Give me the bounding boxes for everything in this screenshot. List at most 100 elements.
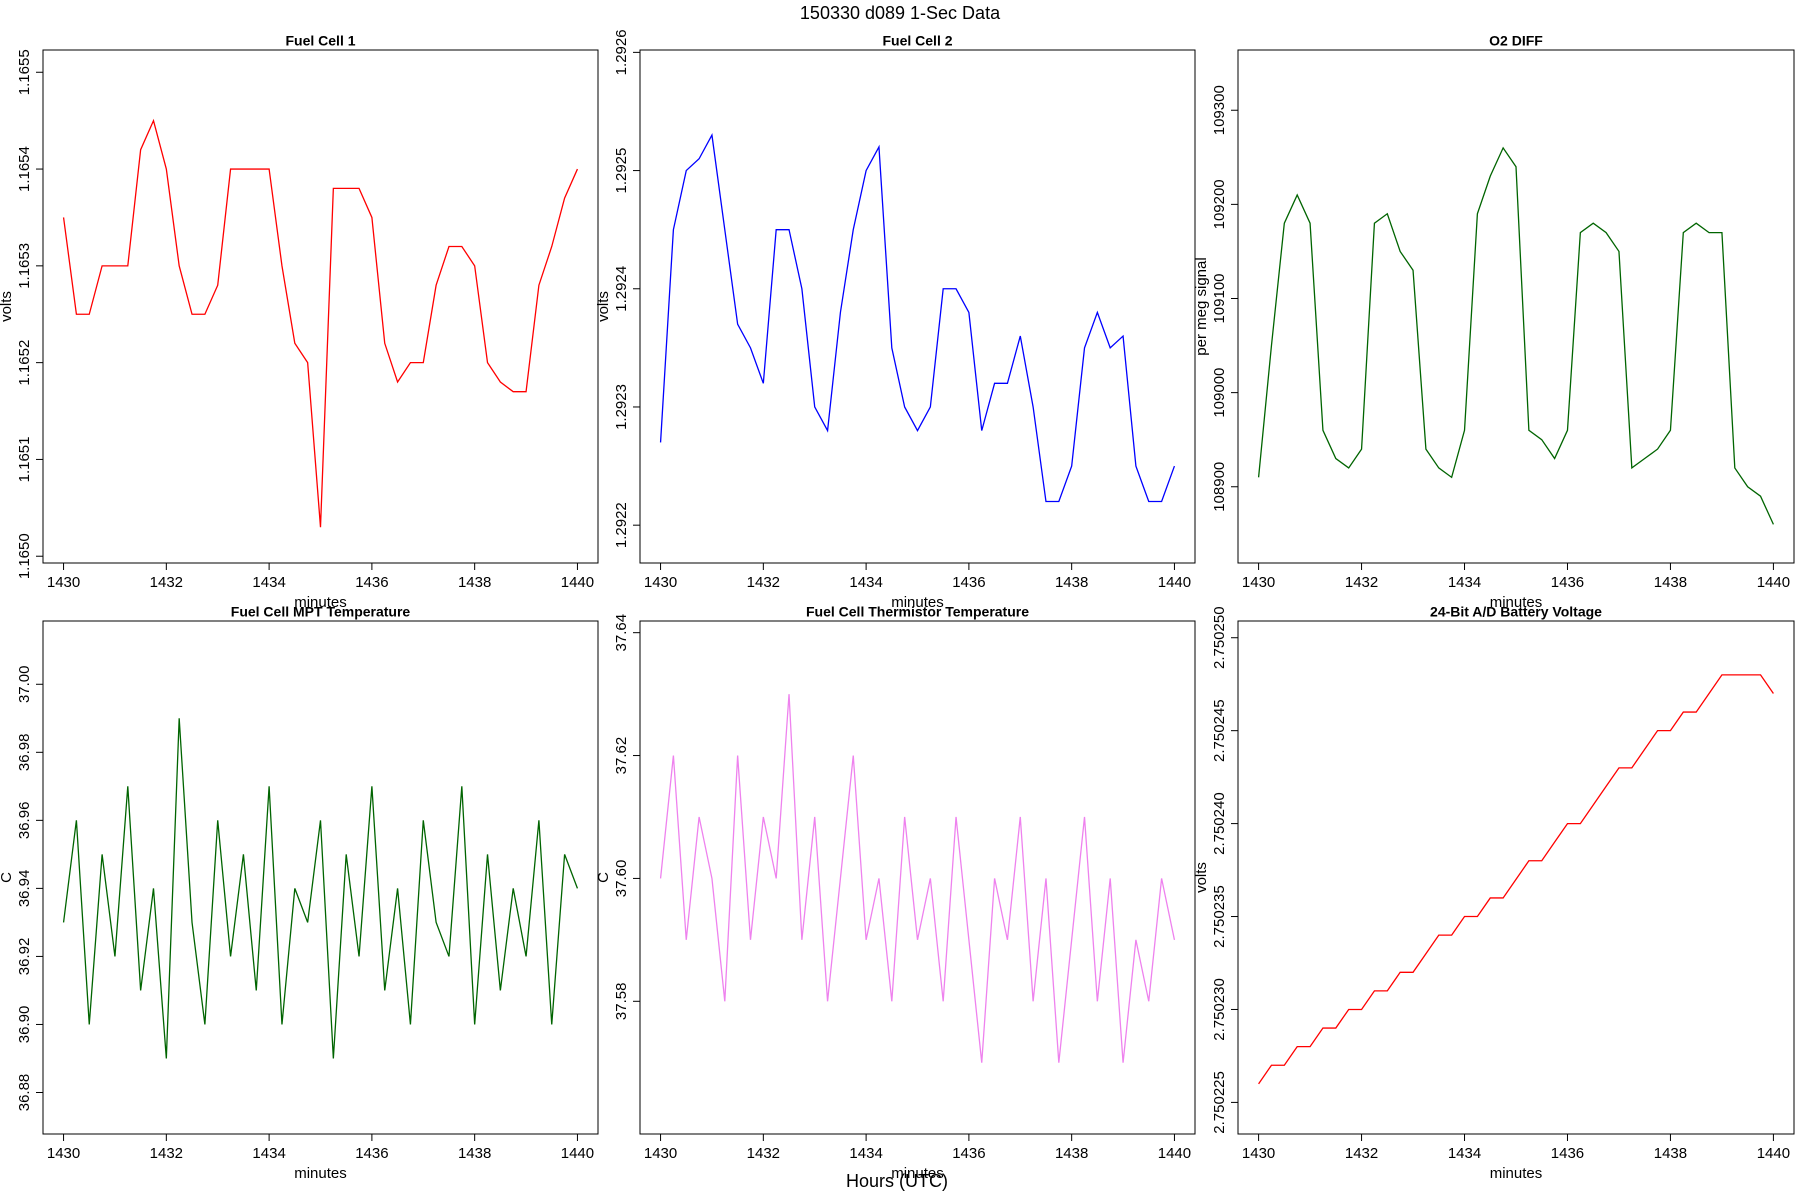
panel: Fuel Cell MPT Temperature 1430 1432 1434 143… [0, 604, 599, 1182]
y-tick-label: 109100 [1211, 273, 1228, 323]
y-tick-label: 36.90 [16, 1006, 33, 1044]
y-tick-label: 1.1653 [16, 243, 33, 289]
x-axis-label: minutes [1490, 594, 1543, 611]
panel-title: O2 DIFF [1489, 33, 1543, 49]
y-tick-label: 37.62 [613, 737, 630, 775]
y-tick-label: 108900 [1211, 462, 1228, 512]
x-tick-label: 1430 [47, 574, 80, 591]
y-axis-label: volts [0, 291, 15, 322]
y-tick-label: 1.1651 [16, 436, 33, 482]
y-tick-label: 1.2922 [613, 502, 630, 548]
x-tick-label: 1432 [747, 1145, 780, 1162]
x-tick-label: 1436 [952, 574, 985, 591]
x-tick-label: 1434 [849, 1145, 882, 1162]
panel-title: Fuel Cell MPT Temperature [231, 604, 411, 620]
x-tick-label: 1432 [1345, 574, 1378, 591]
data-line [1257, 146, 1775, 525]
x-tick-label: 1436 [952, 1145, 985, 1162]
x-tick-label: 1438 [1055, 1145, 1088, 1162]
x-tick-label: 1436 [355, 1145, 388, 1162]
plot-frame [42, 620, 599, 1135]
y-axis-label: C [0, 872, 15, 883]
y-tick-label: 2.750245 [1211, 699, 1228, 762]
x-axis-label: minutes [294, 1165, 347, 1182]
data-line [62, 718, 579, 1059]
x-tick-label: 1436 [1551, 1145, 1584, 1162]
x-axis-label: minutes [891, 1165, 944, 1182]
x-tick-label: 1432 [1345, 1145, 1378, 1162]
x-tick-label: 1434 [1448, 574, 1481, 591]
plot-frame [1237, 49, 1795, 564]
y-tick-label: 37.64 [613, 614, 630, 652]
panel: Fuel Cell 2 1430 1432 1434 1436 1438 1440 minut… [595, 29, 1196, 611]
panel: Fuel Cell 1 1430 1432 1434 1436 1438 1440 minut… [0, 33, 599, 611]
y-tick-label: 36.98 [16, 734, 33, 772]
plot-frame [639, 620, 1196, 1135]
panel-title: 24-Bit A/D Battery Voltage [1430, 604, 1602, 620]
y-axis-label: volts [595, 291, 612, 322]
x-tick-label: 1430 [644, 574, 677, 591]
y-tick-label: 36.92 [16, 938, 33, 976]
x-tick-label: 1440 [1158, 574, 1191, 591]
y-tick-label: 2.750240 [1211, 792, 1228, 855]
x-tick-label: 1434 [1448, 1145, 1481, 1162]
y-tick-label: 36.94 [16, 870, 33, 908]
plot-frame [639, 49, 1196, 564]
data-line [659, 133, 1176, 503]
x-tick-label: 1436 [1551, 574, 1584, 591]
figure-title: 150330 d089 1-Sec Data [800, 3, 1001, 23]
y-tick-label: 109000 [1211, 368, 1228, 418]
panel-title: Fuel Cell Thermistor Temperature [806, 604, 1029, 620]
x-tick-label: 1430 [47, 1145, 80, 1162]
panel: 24-Bit A/D Battery Voltage 1430 1432 1434 14… [1193, 604, 1795, 1182]
y-tick-label: 37.60 [613, 860, 630, 898]
y-tick-label: 36.96 [16, 802, 33, 840]
panel-title: Fuel Cell 1 [285, 33, 355, 49]
x-tick-label: 1438 [1654, 1145, 1687, 1162]
x-tick-label: 1434 [252, 574, 285, 591]
y-tick-label: 2.750250 [1211, 606, 1228, 669]
panel-title: Fuel Cell 2 [882, 33, 952, 49]
y-tick-label: 1.2926 [613, 29, 630, 75]
x-tick-label: 1438 [458, 1145, 491, 1162]
x-tick-label: 1440 [561, 1145, 594, 1162]
x-tick-label: 1430 [1242, 574, 1275, 591]
y-tick-label: 37.00 [16, 666, 33, 704]
data-line [62, 118, 579, 528]
x-tick-label: 1440 [1757, 1145, 1790, 1162]
y-tick-label: 1.1655 [16, 49, 33, 95]
panel: O2 DIFF 1430 1432 1434 1436 1438 1440 minutes 10… [1193, 33, 1795, 611]
x-tick-label: 1434 [252, 1145, 285, 1162]
y-axis-label: per meg signal [1193, 257, 1210, 355]
x-tick-label: 1434 [849, 574, 882, 591]
y-tick-label: 36.88 [16, 1074, 33, 1112]
x-tick-label: 1430 [1242, 1145, 1275, 1162]
x-tick-label: 1432 [150, 574, 183, 591]
y-axis-label: volts [1193, 862, 1210, 893]
x-axis-label: minutes [294, 594, 347, 611]
y-tick-label: 1.2923 [613, 384, 630, 430]
data-line [659, 694, 1176, 1063]
y-tick-label: 2.750230 [1211, 978, 1228, 1041]
y-tick-label: 1.1652 [16, 340, 33, 386]
figure-xlabel: Hours (UTC) [846, 1171, 948, 1191]
panel: Fuel Cell Thermistor Temperature 1430 1432… [595, 604, 1196, 1182]
x-tick-label: 1430 [644, 1145, 677, 1162]
y-tick-label: 109200 [1211, 179, 1228, 229]
x-axis-label: minutes [1490, 1165, 1543, 1182]
x-tick-label: 1438 [1654, 574, 1687, 591]
x-tick-label: 1440 [1158, 1145, 1191, 1162]
x-axis-label: minutes [891, 594, 944, 611]
data-line [1258, 674, 1774, 1085]
y-tick-label: 1.2925 [613, 148, 630, 194]
y-tick-label: 2.750235 [1211, 885, 1228, 948]
x-tick-label: 1438 [458, 574, 491, 591]
x-tick-label: 1438 [1055, 574, 1088, 591]
x-tick-label: 1436 [355, 574, 388, 591]
y-tick-label: 1.1650 [16, 533, 33, 579]
x-tick-label: 1440 [561, 574, 594, 591]
y-tick-label: 2.750225 [1211, 1071, 1228, 1134]
y-tick-label: 37.58 [613, 983, 630, 1021]
